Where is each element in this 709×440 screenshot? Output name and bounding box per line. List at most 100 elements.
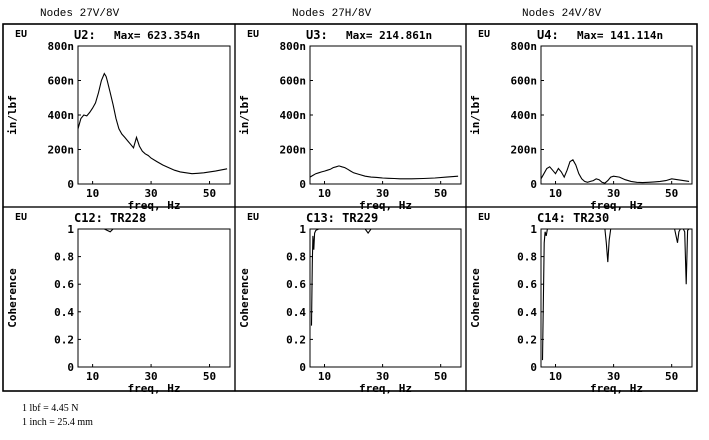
y-tick-label-3-0: 0 [530, 178, 537, 191]
x-tick-label-5-1: 30 [376, 370, 389, 383]
y-tick-label-4-5: 1 [67, 223, 74, 236]
y-tick-label-5-4: 0.8 [286, 251, 306, 264]
y-tick-label-4-3: 0.6 [54, 278, 74, 291]
panel-title-1: U2: [74, 28, 96, 42]
max-label-1: Max= 623.354n [114, 29, 200, 42]
unit-tag-4: EU [15, 212, 27, 223]
y-tick-label-2-0: 0 [299, 178, 306, 191]
series-line-3-1 [540, 159, 690, 184]
y-tick-label-5-2: 0.4 [286, 306, 306, 319]
node-title-1: Nodes 27V/8V [40, 8, 120, 20]
y-axis-label-4: Coherence [6, 268, 19, 328]
y-tick-label-6-5: 1 [530, 223, 537, 236]
footnote-force: 1 lbf = 4.45 N [22, 403, 79, 414]
y-axis-label-1: in/lbf [6, 95, 19, 135]
panel-frame-4 [2, 206, 236, 392]
y-tick-label-1-2: 400n [48, 109, 75, 122]
x-tick-label-1-1: 30 [144, 187, 157, 200]
plot-area-3 [540, 45, 693, 185]
x-tick-label-6-0: 10 [549, 370, 562, 383]
x-tick-label-2-2: 50 [434, 187, 447, 200]
y-tick-label-4-2: 0.4 [54, 306, 74, 319]
panel-title-6: C14: TR230 [537, 211, 609, 225]
y-tick-label-3-2: 400n [511, 109, 538, 122]
panel-frame-5 [234, 206, 467, 392]
panel-title-4: C12: TR228 [74, 211, 146, 225]
panel-title-3: U4: [537, 28, 559, 42]
y-tick-label-6-0: 0 [530, 361, 537, 374]
y-axis-label-3: in/lbf [469, 95, 482, 135]
y-axis-label-5: Coherence [238, 268, 251, 328]
unit-tag-2: EU [247, 29, 259, 40]
panel-title-2: U3: [306, 28, 328, 42]
y-tick-label-3-1: 200n [511, 144, 538, 157]
x-tick-label-5-0: 10 [318, 370, 331, 383]
max-label-3: Max= 141.114n [577, 29, 663, 42]
panel-frame-1 [2, 23, 236, 208]
unit-tag-5: EU [247, 212, 259, 223]
y-tick-label-1-0: 0 [67, 178, 74, 191]
y-tick-label-6-3: 0.6 [517, 278, 537, 291]
plot-area-6 [540, 228, 693, 368]
y-axis-label-6: Coherence [469, 268, 482, 328]
y-axis-label-2: in/lbf [238, 95, 251, 135]
y-tick-label-2-3: 600n [280, 75, 307, 88]
series-line-4-1 [78, 228, 228, 233]
y-tick-label-5-5: 1 [299, 223, 306, 236]
x-tick-label-3-0: 10 [549, 187, 562, 200]
y-tick-label-1-4: 800n [48, 40, 75, 53]
node-title-2: Nodes 27H/8V [292, 8, 372, 20]
unit-tag-6: EU [478, 212, 490, 223]
y-tick-label-4-0: 0 [67, 361, 74, 374]
x-tick-label-4-2: 50 [203, 370, 216, 383]
y-tick-label-2-4: 800n [280, 40, 307, 53]
y-tick-label-4-1: 0.2 [54, 333, 74, 346]
footnote-length: 1 inch = 25.4 mm [22, 417, 93, 428]
x-tick-label-6-2: 50 [665, 370, 678, 383]
x-axis-label-1: freq, Hz [128, 199, 181, 212]
series-line-1-1 [77, 72, 228, 175]
x-axis-label-2: freq, Hz [359, 199, 412, 212]
x-axis-label-4: freq, Hz [128, 382, 181, 395]
plot-area-1 [77, 45, 231, 185]
panel-title-5: C13: TR229 [306, 211, 378, 225]
series-line-6-1 [541, 228, 690, 361]
x-axis-label-5: freq, Hz [359, 382, 412, 395]
y-tick-label-5-3: 0.6 [286, 278, 306, 291]
y-tick-label-3-3: 600n [511, 75, 538, 88]
x-tick-label-1-0: 10 [86, 187, 99, 200]
x-axis-label-6: freq, Hz [590, 382, 643, 395]
series-line-2-1 [309, 165, 459, 180]
y-tick-label-2-1: 200n [280, 144, 307, 157]
x-axis-label-3: freq, Hz [590, 199, 643, 212]
panel-frame-2 [234, 23, 467, 208]
plot-area-5 [309, 228, 462, 368]
x-tick-label-2-0: 10 [318, 187, 331, 200]
node-title-3: Nodes 24V/8V [522, 8, 602, 20]
unit-tag-1: EU [15, 29, 27, 40]
panel-frame-3 [465, 23, 698, 208]
y-tick-label-3-4: 800n [511, 40, 538, 53]
y-tick-label-5-0: 0 [299, 361, 306, 374]
y-tick-label-2-2: 400n [280, 109, 307, 122]
plot-area-4 [77, 228, 231, 368]
x-tick-label-2-1: 30 [376, 187, 389, 200]
max-label-2: Max= 214.861n [346, 29, 432, 42]
y-tick-label-1-1: 200n [48, 144, 75, 157]
x-tick-label-4-0: 10 [86, 370, 99, 383]
y-tick-label-1-3: 600n [48, 75, 75, 88]
unit-tag-3: EU [478, 29, 490, 40]
y-tick-label-5-1: 0.2 [286, 333, 306, 346]
y-tick-label-6-2: 0.4 [517, 306, 537, 319]
x-tick-label-3-2: 50 [665, 187, 678, 200]
x-tick-label-3-1: 30 [607, 187, 620, 200]
y-tick-label-6-1: 0.2 [517, 333, 537, 346]
panel-frame-6 [465, 206, 698, 392]
y-tick-label-6-4: 0.8 [517, 251, 537, 264]
series-line-5-1 [310, 228, 459, 326]
x-tick-label-4-1: 30 [144, 370, 157, 383]
x-tick-label-6-1: 30 [607, 370, 620, 383]
plot-area-2 [309, 45, 462, 185]
x-tick-label-5-2: 50 [434, 370, 447, 383]
